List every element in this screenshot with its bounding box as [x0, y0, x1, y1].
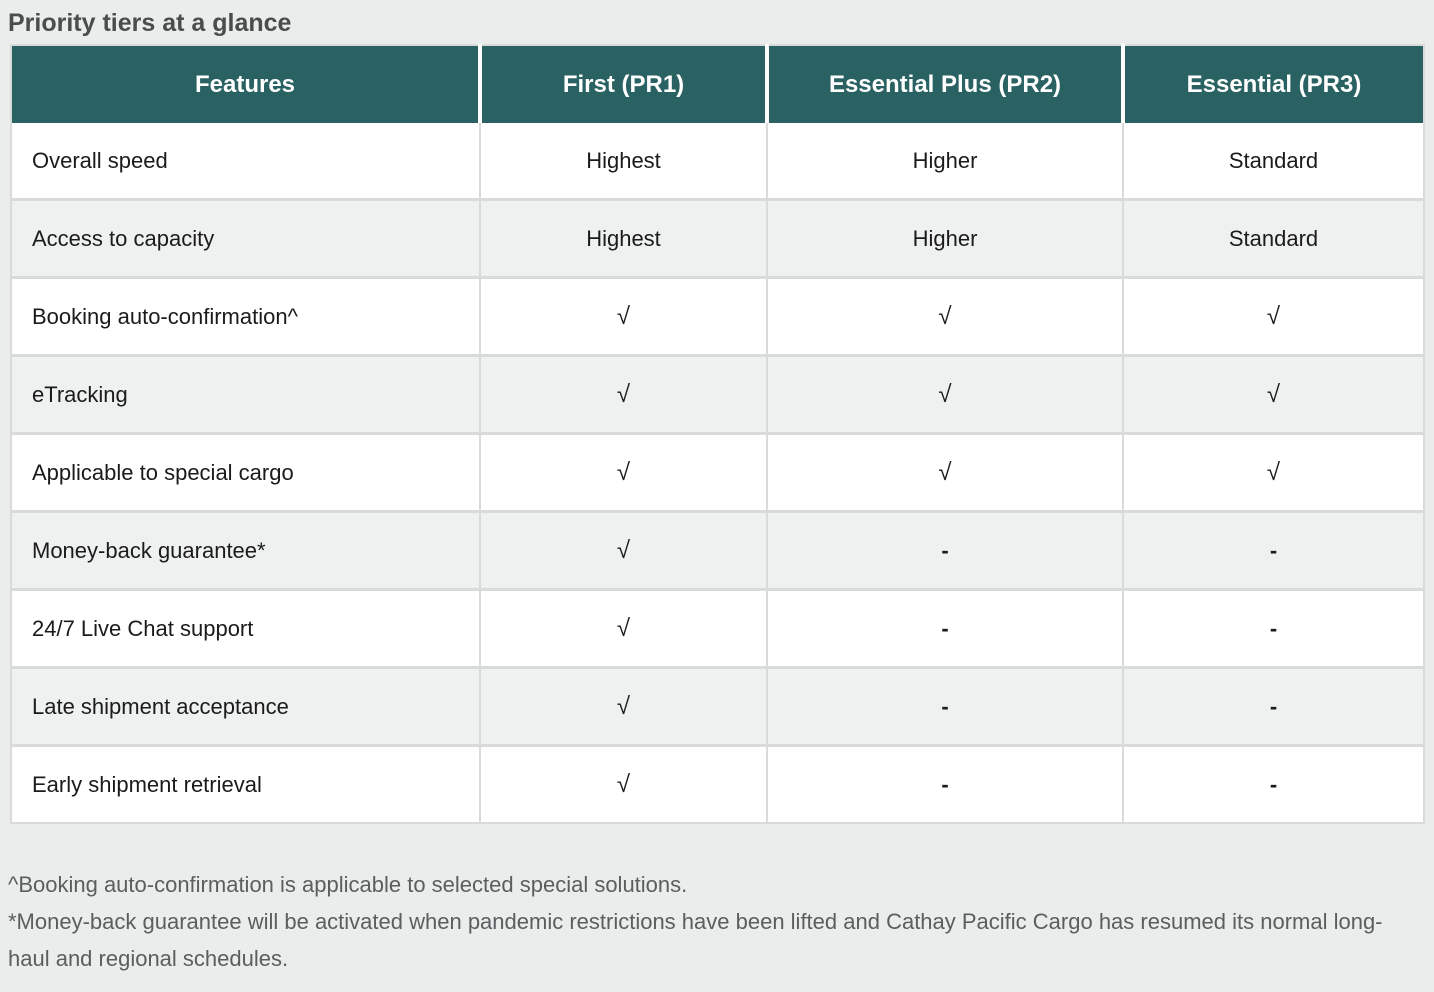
column-header-features: Features: [11, 45, 480, 123]
footnotes: ^Booking auto-confirmation is applicable…: [8, 866, 1413, 977]
footnote-money-back-guarantee: *Money-back guarantee will be activated …: [8, 909, 1383, 971]
value-cell: Higher: [766, 123, 1124, 201]
feature-cell: 24/7 Live Chat support: [10, 588, 481, 669]
dash-cell: -: [1122, 666, 1425, 747]
value-cell: Higher: [766, 198, 1124, 279]
feature-cell: Money-back guarantee*: [10, 510, 481, 591]
check-cell: √: [479, 432, 768, 513]
column-header-essential-pr3: Essential (PR3): [1121, 45, 1424, 123]
value-cell: Standard: [1122, 198, 1425, 279]
value-cell: Standard: [1122, 123, 1425, 201]
dash-cell: -: [1122, 588, 1425, 669]
check-cell: √: [766, 276, 1124, 357]
feature-cell: eTracking: [10, 354, 481, 435]
dash-cell: -: [766, 588, 1124, 669]
table-row: Booking auto-confirmation^ √ √ √: [10, 276, 1425, 357]
value-cell: Highest: [479, 123, 768, 201]
table-row: Late shipment acceptance √ - -: [10, 666, 1425, 747]
dash-cell: -: [766, 510, 1124, 591]
table-row: Early shipment retrieval √ - -: [10, 744, 1425, 824]
dash-cell: -: [766, 744, 1124, 824]
check-cell: √: [479, 510, 768, 591]
page-title: Priority tiers at a glance: [8, 9, 292, 37]
check-cell: √: [479, 666, 768, 747]
check-cell: √: [1122, 432, 1425, 513]
priority-tiers-table: Features First (PR1) Essential Plus (PR2…: [10, 44, 1425, 824]
table-row: Access to capacity Highest Higher Standard: [10, 198, 1425, 279]
check-cell: √: [479, 276, 768, 357]
check-cell: √: [1122, 354, 1425, 435]
check-cell: √: [766, 432, 1124, 513]
value-cell: Highest: [479, 198, 768, 279]
table-row: 24/7 Live Chat support √ - -: [10, 588, 1425, 669]
feature-cell: Booking auto-confirmation^: [10, 276, 481, 357]
header-row: Features First (PR1) Essential Plus (PR2…: [11, 45, 1424, 123]
table-row: Applicable to special cargo √ √ √: [10, 432, 1425, 513]
dash-cell: -: [1122, 744, 1425, 824]
check-cell: √: [766, 354, 1124, 435]
feature-cell: Early shipment retrieval: [10, 744, 481, 824]
feature-cell: Applicable to special cargo: [10, 432, 481, 513]
dash-cell: -: [1122, 510, 1425, 591]
column-header-first-pr1: First (PR1): [478, 45, 767, 123]
check-cell: √: [479, 744, 768, 824]
table-body: Overall speed Highest Higher Standard Access…: [10, 123, 1425, 824]
feature-cell: Access to capacity: [10, 198, 481, 279]
check-cell: √: [479, 588, 768, 669]
check-cell: √: [1122, 276, 1425, 357]
table-row: eTracking √ √ √: [10, 354, 1425, 435]
feature-cell: Overall speed: [10, 123, 481, 201]
table-header: Features First (PR1) Essential Plus (PR2…: [11, 45, 1424, 123]
column-header-essential-plus-pr2: Essential Plus (PR2): [765, 45, 1123, 123]
footnote-booking-auto-confirmation: ^Booking auto-confirmation is applicable…: [8, 872, 688, 897]
feature-cell: Late shipment acceptance: [10, 666, 481, 747]
table-row: Money-back guarantee* √ - -: [10, 510, 1425, 591]
check-cell: √: [479, 354, 768, 435]
dash-cell: -: [766, 666, 1124, 747]
table-row: Overall speed Highest Higher Standard: [10, 123, 1425, 201]
